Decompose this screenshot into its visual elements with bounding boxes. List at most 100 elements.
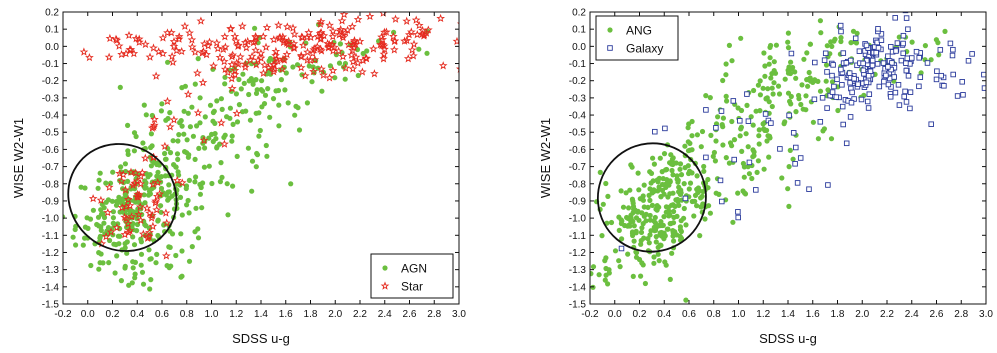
ang-point: [631, 238, 637, 244]
star-point: [424, 25, 433, 34]
ang-point: [786, 203, 792, 209]
ang-point: [667, 221, 673, 227]
ang-point: [616, 227, 622, 233]
x-tick-label: 1.2: [756, 309, 770, 320]
ang-point: [756, 127, 762, 133]
ang-point: [597, 169, 603, 175]
ang-point: [648, 228, 654, 234]
agn-point: [103, 199, 109, 205]
ang-point: [676, 184, 682, 190]
agn-point: [197, 95, 203, 101]
galaxy-point: [849, 89, 855, 96]
x-tick-label: 1.2: [229, 309, 243, 320]
galaxy-point: [768, 120, 774, 126]
agn-point: [178, 274, 184, 280]
ang-point: [683, 222, 689, 228]
agn-point: [290, 64, 296, 70]
galaxy-point: [753, 187, 759, 193]
galaxy-point: [745, 118, 752, 124]
star-point: [199, 46, 208, 56]
ang-point: [678, 172, 685, 178]
agn-point: [163, 156, 169, 162]
agn-point: [158, 185, 165, 192]
agn-point: [337, 41, 343, 47]
ang-point: [804, 50, 810, 56]
agn-point: [210, 109, 216, 116]
star-point: [234, 59, 243, 68]
galaxy-point: [950, 46, 956, 53]
data-points: [63, 12, 459, 292]
ang-point: [671, 208, 677, 215]
ang-point: [708, 132, 714, 138]
star-point: [144, 232, 154, 241]
star-point: [256, 48, 266, 57]
star-point: [302, 32, 312, 41]
x-tick-label: 2.2: [880, 309, 894, 320]
galaxy-point: [913, 48, 920, 55]
star-point: [379, 54, 388, 63]
agn-point: [218, 160, 224, 166]
agn-point: [193, 205, 199, 211]
agn-point: [140, 140, 146, 146]
ang-point: [660, 222, 666, 228]
galaxy-point: [843, 140, 850, 147]
star-point: [328, 32, 338, 41]
galaxy-point: [856, 48, 863, 54]
agn-point: [327, 63, 333, 69]
agn-point: [96, 177, 102, 183]
ang-point: [655, 188, 661, 194]
agn-point: [100, 211, 106, 217]
ang-point: [761, 166, 767, 172]
ang-point: [657, 155, 663, 161]
agn-point: [212, 131, 218, 137]
galaxy-point: [735, 214, 741, 221]
agn-point: [276, 123, 282, 129]
x-tick-label: 2.8: [954, 309, 968, 320]
ang-point: [681, 215, 687, 221]
ang-point: [666, 208, 672, 214]
galaxy-point: [941, 83, 947, 89]
ang-point: [651, 260, 657, 266]
galaxy-point: [811, 96, 818, 103]
star-point: [174, 34, 184, 43]
agn-point: [283, 70, 289, 76]
ang-point: [661, 214, 667, 220]
ang-point: [701, 163, 707, 170]
agn-point: [192, 229, 198, 235]
galaxy-point: [851, 75, 857, 82]
ang-point: [617, 264, 623, 270]
ang-point: [671, 238, 677, 244]
galaxy-point: [959, 79, 965, 85]
agn-point: [147, 286, 153, 292]
legend-box: [370, 253, 454, 299]
ang-point: [631, 223, 637, 229]
agn-point: [189, 244, 195, 250]
ang-point: [769, 85, 775, 91]
ang-point: [674, 197, 680, 203]
galaxy-point: [703, 107, 709, 113]
agn-point: [193, 174, 199, 180]
ang-point: [672, 203, 678, 209]
galaxy-point: [863, 57, 870, 64]
ang-point: [697, 233, 703, 239]
agn-point: [146, 247, 152, 253]
x-tick-label: 2.6: [403, 309, 417, 320]
ang-point: [729, 58, 735, 64]
ang-point: [651, 254, 657, 260]
star-point: [260, 60, 269, 69]
ang-point: [625, 251, 631, 257]
legend: AGN Star: [370, 253, 454, 299]
star-point: [264, 63, 274, 72]
agn-point: [139, 269, 146, 275]
star-point: [124, 30, 134, 39]
star-point: [167, 28, 176, 37]
galaxy-point: [875, 45, 882, 51]
star-point: [193, 108, 203, 117]
y-tick-label: -1.0: [42, 214, 60, 225]
ang-point: [661, 151, 668, 157]
agn-point: [294, 62, 301, 68]
ang-point: [638, 238, 644, 244]
agn-point: [113, 242, 119, 248]
legend-label-ang: ANG: [626, 24, 652, 38]
ang-point: [685, 148, 692, 154]
